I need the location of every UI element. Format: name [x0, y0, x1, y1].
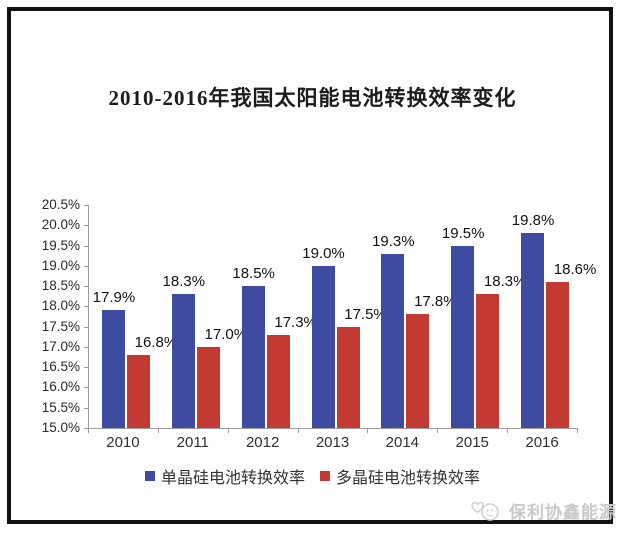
x-axis-tick-mark — [227, 428, 229, 433]
y-axis-tick-label: 17.5% — [41, 318, 80, 334]
bar-value-label: 18.3% — [162, 273, 206, 291]
bar-value-label: 19.5% — [441, 224, 485, 242]
y-axis-tick-label: 20.0% — [41, 217, 80, 233]
poly-si-bar — [266, 334, 290, 428]
legend-item-poly-si: 多晶硅电池转换效率 — [320, 464, 480, 488]
y-axis-tick-mark — [84, 245, 88, 247]
x-axis-tick-mark — [367, 428, 369, 433]
x-axis-tick-mark — [507, 428, 509, 433]
y-axis-tick-mark — [84, 367, 88, 369]
y-axis-tick-mark — [84, 286, 88, 288]
y-axis-tick-label: 18.0% — [41, 298, 80, 314]
y-axis-tick-mark — [84, 326, 88, 328]
y-axis-line — [88, 205, 89, 429]
legend-swatch — [144, 471, 155, 481]
mono-si-bar — [241, 286, 265, 428]
bar-value-label: 18.3% — [483, 273, 527, 291]
legend: 单晶硅电池转换效率 多晶硅电池转换效率 — [0, 464, 625, 488]
x-axis-category-label: 2016 — [525, 434, 559, 451]
legend-label: 单晶硅电池转换效率 — [160, 470, 305, 487]
x-axis-tick-mark — [437, 428, 439, 433]
y-axis-tick-mark — [84, 265, 88, 267]
y-axis-tick-label: 15.0% — [41, 420, 80, 435]
watermark: 保利协鑫能源 — [468, 497, 617, 523]
x-axis-category-label: 2010 — [106, 434, 140, 451]
mono-si-bar — [311, 265, 335, 428]
poly-si-bar — [336, 326, 360, 428]
y-axis-tick-mark — [84, 387, 88, 389]
x-axis-category-label: 2013 — [315, 434, 350, 451]
x-axis-category-label: 2014 — [385, 434, 420, 451]
y-axis-tick-mark — [84, 306, 88, 308]
bar-value-label: 19.3% — [372, 232, 415, 250]
poly-si-bar — [546, 282, 570, 428]
y-axis-tick-mark — [84, 205, 88, 206]
x-axis-tick-mark — [577, 428, 578, 433]
y-axis-tick-label: 19.5% — [41, 237, 80, 253]
x-axis-tick-mark — [297, 428, 299, 433]
y-axis-tick-mark — [84, 428, 88, 429]
bar-value-label: 18.6% — [553, 261, 597, 279]
bar-value-label: 18.5% — [232, 265, 275, 283]
x-axis-category-label: 2011 — [176, 434, 209, 451]
poly-si-bar — [476, 294, 500, 428]
legend-swatch — [320, 471, 330, 481]
poly-si-bar — [126, 355, 150, 428]
legend-label: 多晶硅电池转换效率 — [336, 470, 481, 487]
y-axis-tick-mark — [84, 407, 88, 409]
x-axis-tick-mark — [88, 428, 89, 433]
y-axis-tick-label: 17.0% — [41, 338, 80, 354]
y-axis-tick-label: 20.5% — [41, 197, 80, 212]
y-axis-tick-mark — [84, 225, 88, 227]
poly-si-bar — [196, 346, 220, 428]
mono-si-bar — [451, 245, 475, 428]
mono-si-bar — [171, 294, 195, 428]
y-axis-tick-label: 15.5% — [41, 399, 80, 415]
watermark-text: 保利协鑫能源 — [509, 502, 617, 522]
poly-si-bar — [406, 314, 430, 428]
bar-value-label: 16.8% — [134, 334, 178, 352]
x-axis-category-label: 2012 — [245, 434, 280, 451]
mono-si-bar — [381, 253, 405, 428]
bar-value-label: 17.9% — [92, 289, 136, 307]
bar-value-label: 17.5% — [344, 305, 387, 323]
mono-si-bar — [101, 310, 125, 428]
bar-value-label: 19.0% — [302, 244, 345, 262]
y-axis-tick-label: 16.5% — [41, 359, 80, 375]
legend-item-mono-si: 单晶硅电池转换效率 — [144, 464, 305, 488]
bar-value-label: 19.8% — [511, 212, 555, 230]
bar-value-label: 17.0% — [204, 325, 248, 343]
x-axis-tick-mark — [157, 428, 159, 433]
y-axis-tick-label: 18.5% — [41, 278, 80, 294]
chart-title: 2010-2016年我国太阳能电池转换效率变化 — [108, 86, 517, 110]
mono-si-bar — [521, 233, 545, 428]
image-border-frame — [7, 7, 613, 524]
bar-value-label: 17.8% — [414, 293, 457, 311]
gcl-mascot-logo-icon — [471, 501, 499, 521]
bar-value-label: 17.3% — [274, 313, 317, 331]
y-axis-tick-label: 19.0% — [41, 257, 80, 273]
y-axis-tick-mark — [84, 346, 88, 348]
x-axis-line — [88, 428, 577, 429]
y-axis-tick-label: 16.0% — [41, 379, 80, 395]
x-axis-category-label: 2015 — [455, 434, 489, 451]
